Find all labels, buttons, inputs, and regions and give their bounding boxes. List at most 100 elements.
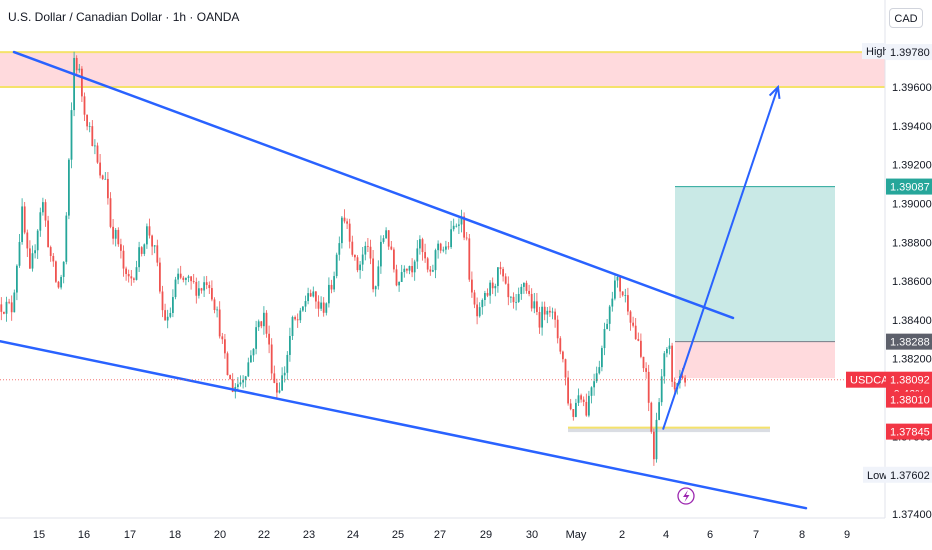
candle xyxy=(403,265,406,278)
candle xyxy=(536,292,538,316)
x-tick-label: 25 xyxy=(392,529,404,541)
candle xyxy=(343,209,346,224)
candle xyxy=(75,55,78,74)
breakout-arrow[interactable] xyxy=(662,86,779,430)
candle xyxy=(452,218,455,232)
x-tick-label: 20 xyxy=(214,529,226,541)
candle xyxy=(218,301,221,339)
candle xyxy=(645,362,647,379)
symbol-label: USDCAD xyxy=(846,371,897,388)
candle xyxy=(447,242,450,250)
support-zone[interactable] xyxy=(568,427,770,433)
candle xyxy=(356,255,359,273)
candle xyxy=(18,234,21,268)
candle xyxy=(34,244,36,259)
candle xyxy=(621,291,624,297)
x-tick-label: 22 xyxy=(258,529,270,541)
candle xyxy=(138,241,140,272)
candle xyxy=(130,270,133,286)
candle xyxy=(471,271,473,298)
candle xyxy=(387,230,390,250)
candle xyxy=(8,298,10,305)
candle xyxy=(65,212,68,265)
candle xyxy=(263,306,265,335)
candle xyxy=(198,280,200,299)
candle xyxy=(31,245,34,272)
candle xyxy=(250,350,252,363)
candle xyxy=(143,243,146,257)
candle xyxy=(419,235,421,255)
candle xyxy=(192,273,195,284)
candle xyxy=(595,366,598,384)
candle xyxy=(86,114,88,131)
candle xyxy=(481,298,484,315)
candle xyxy=(49,245,52,262)
x-tick-label: 24 xyxy=(347,529,359,541)
candle xyxy=(421,237,424,261)
candle xyxy=(213,297,216,314)
candle xyxy=(346,218,348,229)
candle xyxy=(270,338,273,380)
candle xyxy=(437,240,439,259)
y-tick-label: 1.39000 xyxy=(892,198,932,210)
candle xyxy=(120,238,122,259)
candle xyxy=(390,240,393,251)
candle xyxy=(16,264,18,301)
candle xyxy=(603,322,606,356)
candle xyxy=(432,264,434,273)
resistance-zone[interactable] xyxy=(0,52,885,87)
entry-price-tag: 1.38288 xyxy=(886,333,932,350)
candle xyxy=(598,360,601,375)
candle xyxy=(159,257,161,294)
low-label: Low xyxy=(863,466,887,483)
candle xyxy=(541,301,543,336)
event-icon[interactable] xyxy=(677,487,695,505)
currency-button[interactable]: CAD xyxy=(889,8,923,28)
candle xyxy=(580,393,582,403)
upper-trendline[interactable] xyxy=(12,50,735,320)
candle xyxy=(335,252,338,279)
svg-text:1.39087: 1.39087 xyxy=(890,182,930,194)
x-tick-label: 6 xyxy=(707,529,713,541)
candle xyxy=(512,292,515,309)
candle xyxy=(442,246,445,253)
candle xyxy=(325,302,328,316)
candle xyxy=(239,375,242,387)
candle xyxy=(663,351,666,384)
stop-loss-zone[interactable] xyxy=(675,341,835,379)
candle xyxy=(608,304,611,332)
x-tick-label: 30 xyxy=(526,529,538,541)
candle xyxy=(528,284,530,297)
candle xyxy=(627,287,629,316)
y-tick-label: 1.38600 xyxy=(892,276,932,288)
take-profit-zone[interactable] xyxy=(675,186,835,342)
high-price-tag: 1.39780 xyxy=(886,44,932,61)
candle xyxy=(424,243,426,263)
candle xyxy=(299,307,302,323)
breakout-arrow-head xyxy=(768,84,781,100)
candle xyxy=(671,342,673,388)
candle xyxy=(224,333,226,359)
candle xyxy=(377,260,380,290)
candle xyxy=(237,377,239,391)
candle xyxy=(406,268,408,274)
y-tick-label: 1.38800 xyxy=(892,237,932,249)
svg-text:1.38092: 1.38092 xyxy=(890,375,930,387)
candle xyxy=(629,310,632,331)
candle xyxy=(312,286,315,298)
candle xyxy=(637,332,640,342)
candle xyxy=(367,237,369,252)
candle xyxy=(247,357,250,378)
candle xyxy=(619,275,621,299)
candle xyxy=(68,158,70,220)
candle xyxy=(549,306,551,317)
candle xyxy=(385,227,387,239)
x-tick-label: 23 xyxy=(303,529,315,541)
candle xyxy=(572,409,575,421)
lower-trendline[interactable] xyxy=(0,340,808,510)
candle xyxy=(328,277,330,308)
candle xyxy=(52,253,55,267)
candle xyxy=(520,283,523,300)
candle xyxy=(593,373,595,396)
